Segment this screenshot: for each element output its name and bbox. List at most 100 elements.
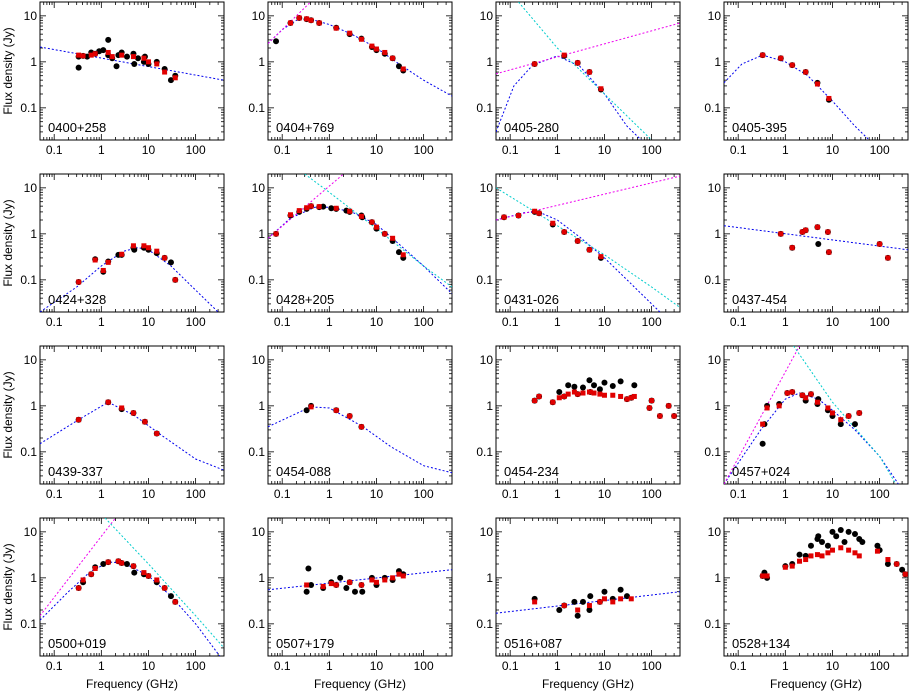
cyan-fit-line xyxy=(518,2,652,140)
data-point-red xyxy=(141,55,147,61)
data-point-red xyxy=(369,219,375,225)
data-point-red xyxy=(369,577,375,583)
data-point-red xyxy=(501,214,507,220)
data-point-red xyxy=(154,431,160,437)
blue-fit-line xyxy=(496,211,661,312)
data-point-red xyxy=(803,69,809,75)
data-point-red xyxy=(628,596,634,602)
y-axis-label: Flux density (Jy) xyxy=(1,371,15,458)
panel-frame xyxy=(723,345,909,485)
y-tick-label: 0.1 xyxy=(476,101,493,115)
y-tick-label: 0.1 xyxy=(20,273,37,287)
x-tick-label: 0.1 xyxy=(502,315,519,329)
data-point-red xyxy=(172,599,178,605)
panel-0439-337: 0.1 1 10 100 0.1 1 10 0439-337 xyxy=(20,345,225,501)
x-tick-label: 10 xyxy=(598,143,612,157)
data-point-red xyxy=(846,413,852,419)
data-point-red xyxy=(598,86,604,92)
data-point-red xyxy=(358,424,364,430)
data-point-red xyxy=(358,36,364,42)
y-tick-label: 10 xyxy=(708,525,722,539)
data-point-red xyxy=(825,229,831,235)
data-point-red xyxy=(575,238,581,244)
data-point-red xyxy=(119,560,125,566)
x-tick-label: 10 xyxy=(598,659,612,673)
x-tick-label: 1 xyxy=(782,487,789,501)
data-point-red xyxy=(561,229,567,235)
x-tick-label: 100 xyxy=(642,659,662,673)
x-tick-label: 10 xyxy=(826,659,840,673)
y-tick-label: 10 xyxy=(24,525,38,539)
data-point-red xyxy=(885,255,891,261)
data-point-black xyxy=(574,612,581,619)
data-point-black xyxy=(815,533,822,540)
data-point-red xyxy=(561,52,567,58)
data-point-black xyxy=(631,382,638,389)
data-point-black xyxy=(596,386,603,393)
data-point-red xyxy=(287,212,293,218)
x-tick-label: 0.1 xyxy=(502,487,519,501)
y-axis-labels: Flux density (Jy) Flux density (Jy) Flux d… xyxy=(1,27,15,630)
x-tick-label: 0.1 xyxy=(274,659,291,673)
y-tick-label: 0.1 xyxy=(20,445,37,459)
data-point-red xyxy=(829,410,835,416)
data-point-red xyxy=(814,552,820,558)
x-tick-label: 100 xyxy=(870,315,890,329)
data-point-black xyxy=(851,530,858,537)
source-label: 0428+205 xyxy=(276,292,334,307)
plot-area xyxy=(724,346,899,484)
data-point-black xyxy=(579,598,586,605)
data-point-black xyxy=(305,565,312,572)
data-point-black xyxy=(591,382,598,389)
y-tick-label: 0.1 xyxy=(704,617,721,631)
data-point-black xyxy=(829,528,836,535)
data-point-red xyxy=(145,573,151,579)
data-point-red xyxy=(347,413,353,419)
x-tick-label: 10 xyxy=(370,143,384,157)
data-point-red xyxy=(296,15,302,21)
data-point-black xyxy=(609,383,616,390)
panel-0431-026: 0.1 1 10 100 0.1 1 10 0431-026 xyxy=(476,173,681,329)
source-label: 0500+019 xyxy=(48,636,106,651)
y-tick-label: 10 xyxy=(252,525,266,539)
blue-fit-line xyxy=(724,225,908,251)
data-point-red xyxy=(347,30,353,36)
x-tick-label: 0.1 xyxy=(46,143,63,157)
y-tick-label: 10 xyxy=(24,9,38,23)
data-point-red xyxy=(130,243,136,249)
data-point-black xyxy=(623,593,630,600)
data-point-red xyxy=(760,421,766,427)
plot-area xyxy=(496,586,680,619)
panel-0500+019: 0.1 1 10 100 0.1 1 10 0500+019 xyxy=(20,517,225,673)
data-point-black xyxy=(899,566,906,573)
y-tick-label: 1 xyxy=(30,227,37,241)
data-point-black xyxy=(565,382,572,389)
data-point-red xyxy=(105,399,111,405)
data-point-red xyxy=(316,20,322,26)
data-point-red xyxy=(88,571,94,577)
data-point-red xyxy=(874,548,880,554)
blue-fit-line xyxy=(496,591,680,614)
data-point-red xyxy=(838,417,844,423)
data-point-red xyxy=(838,545,844,551)
data-point-red xyxy=(776,403,782,409)
data-point-red xyxy=(308,17,314,23)
data-point-red xyxy=(803,227,809,233)
x-tick-label: 10 xyxy=(826,143,840,157)
x-tick-label: 1 xyxy=(98,487,105,501)
data-point-red xyxy=(856,410,862,416)
y-tick-label: 10 xyxy=(708,181,722,195)
source-label: 0405-280 xyxy=(504,120,559,135)
data-point-black xyxy=(100,47,107,54)
plot-area xyxy=(40,518,224,656)
data-point-black xyxy=(131,569,138,576)
data-point-red xyxy=(532,61,538,67)
y-tick-label: 1 xyxy=(714,227,721,241)
y-tick-label: 10 xyxy=(24,181,38,195)
y-tick-label: 1 xyxy=(30,399,37,413)
data-point-black xyxy=(84,53,91,60)
data-point-red xyxy=(100,267,106,273)
panel-frame xyxy=(495,1,681,141)
data-point-red xyxy=(145,59,151,65)
y-tick-label: 1 xyxy=(714,571,721,585)
